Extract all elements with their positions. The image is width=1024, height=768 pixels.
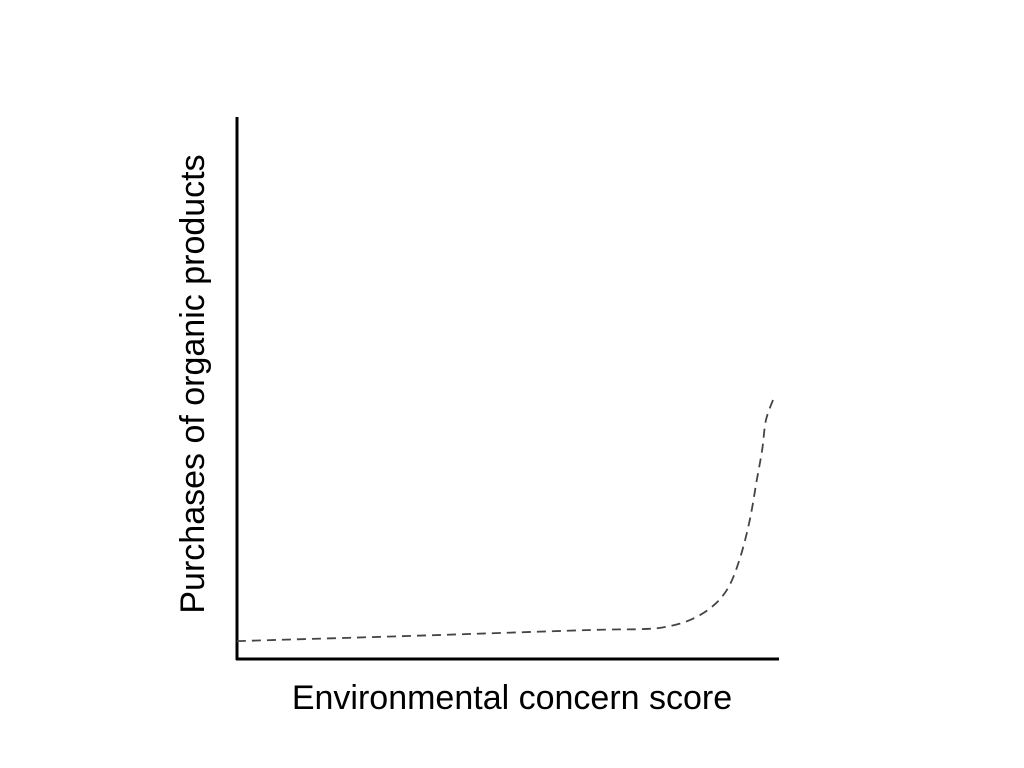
series-line-0: [236, 396, 775, 643]
y-axis-label: Purchases of organic products: [174, 154, 212, 613]
x-axis-label: Environmental concern score: [292, 679, 732, 717]
